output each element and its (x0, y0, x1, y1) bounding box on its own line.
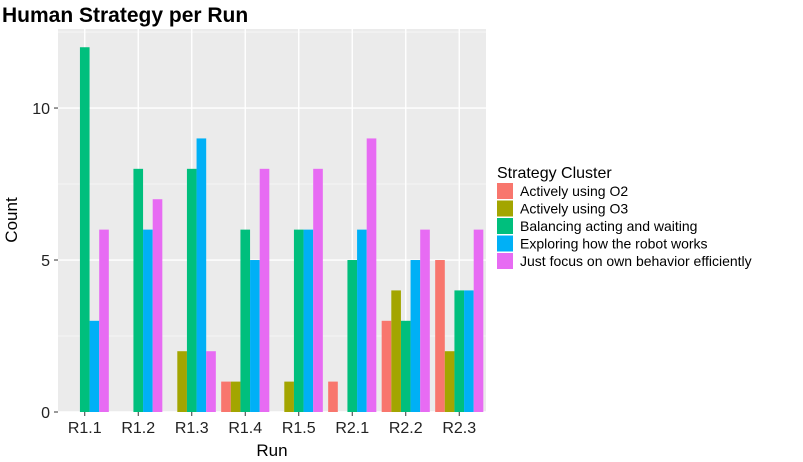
bar-R1.4-4 (259, 168, 270, 412)
legend-label: Just focus on own behavior efficiently (520, 253, 752, 269)
x-tick-label: R1.3 (175, 420, 209, 437)
bar-R2.1-2 (347, 260, 358, 412)
legend-swatch (497, 183, 513, 199)
bar-R1.3-2 (186, 168, 197, 412)
bar-R2.1-3 (357, 229, 367, 412)
x-axis-title: Run (256, 441, 287, 460)
bar-R1.4-0 (221, 381, 231, 412)
bar-R1.5-2 (293, 229, 304, 412)
legend-swatch (497, 218, 513, 234)
bar-R2.3-3 (464, 290, 474, 412)
bar-R2.2-2 (400, 320, 411, 412)
y-tick-label: 5 (41, 253, 50, 270)
bar-R1.1-4 (99, 229, 109, 412)
y-tick-label: 10 (32, 101, 50, 118)
legend: Strategy Cluster Actively using O2Active… (497, 165, 752, 269)
bars (79, 47, 484, 412)
legend-label: Balancing acting and waiting (520, 218, 697, 234)
bar-R1.5-3 (303, 229, 314, 412)
legend-label: Actively using O3 (520, 201, 628, 217)
bar-R2.2-3 (410, 260, 421, 412)
bar-R1.5-4 (313, 168, 323, 412)
x-tick-label: R1.2 (121, 420, 155, 437)
legend-title: Strategy Cluster (497, 165, 612, 182)
x-tick-label: R1.5 (282, 420, 316, 437)
bar-R1.2-3 (143, 229, 153, 412)
x-axis: R1.1 R1.2 R1.3 R1.4 R1.5 R2.1 R2.2 R2.3 (68, 412, 476, 437)
bar-R1.1-3 (89, 320, 100, 412)
bar-R1.2-4 (152, 199, 163, 412)
x-tick-label: R2.2 (389, 420, 423, 437)
legend-label: Actively using O2 (520, 183, 628, 199)
bar-R1.4-3 (250, 260, 260, 412)
legend-swatch (497, 253, 513, 269)
y-axis: 0 5 10 (32, 101, 58, 422)
bar-R1.5-1 (284, 381, 294, 412)
bar-R1.3-3 (196, 138, 207, 412)
bar-R1.4-2 (240, 229, 251, 412)
bar-R1.1-2 (79, 47, 90, 412)
bar-R1.3-4 (206, 351, 216, 412)
legend-swatch (497, 200, 513, 217)
bar-R1.4-1 (230, 381, 241, 412)
x-tick-label: R1.4 (228, 420, 262, 437)
x-tick-label: R2.3 (442, 420, 476, 437)
bar-R2.1-0 (328, 381, 338, 412)
bar-R1.2-2 (133, 168, 144, 412)
bar-R2.2-4 (420, 229, 430, 412)
bar-R2.3-0 (435, 260, 445, 412)
legend-label: Exploring how the robot works (520, 236, 708, 252)
bar-R2.3-2 (454, 290, 465, 412)
legend-swatch (497, 235, 513, 252)
x-tick-label: R1.1 (68, 420, 102, 437)
bar-R2.2-1 (391, 290, 401, 412)
x-tick-label: R2.1 (335, 420, 369, 437)
y-tick-label: 0 (41, 405, 50, 422)
bar-R2.1-4 (366, 138, 377, 412)
bar-R2.2-0 (381, 320, 392, 412)
y-axis-title: Count (2, 197, 21, 243)
bar-R2.3-1 (444, 351, 455, 412)
bar-R2.3-4 (473, 229, 484, 412)
bar-R1.3-1 (177, 351, 187, 412)
legend-items: Actively using O2 Actively using O3Balanc… (497, 183, 752, 269)
chart-title: Human Strategy per Run (2, 4, 248, 27)
